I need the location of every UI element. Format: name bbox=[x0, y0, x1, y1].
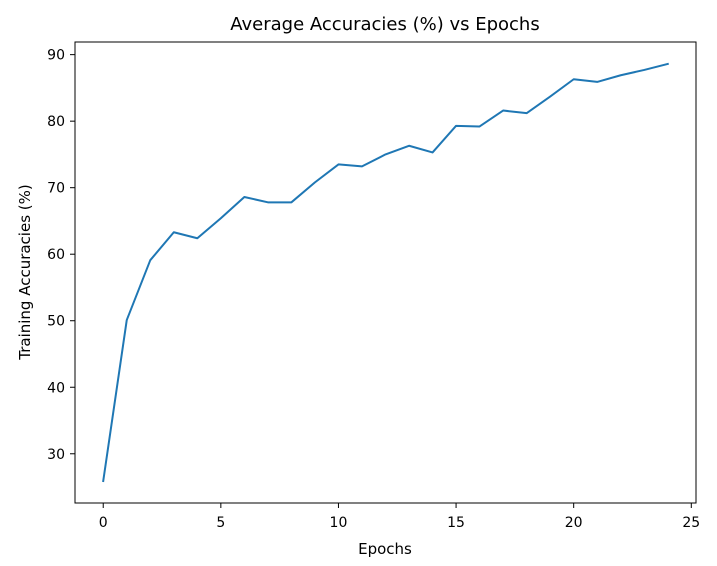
y-tick-label: 30 bbox=[47, 447, 65, 463]
plot-frame bbox=[74, 41, 697, 504]
y-tick-label: 80 bbox=[47, 114, 65, 130]
y-tick-label: 70 bbox=[47, 181, 65, 197]
series-layer bbox=[102, 62, 669, 483]
series-line bbox=[102, 62, 669, 483]
x-axis-label: Epochs bbox=[358, 540, 412, 558]
y-axis-label: Training Accuracies (%) bbox=[16, 184, 34, 361]
x-tick-label: 10 bbox=[330, 515, 348, 531]
x-tick-label: 20 bbox=[565, 515, 583, 531]
x-tick-label: 25 bbox=[682, 515, 700, 531]
x-tick-label: 0 bbox=[99, 515, 108, 531]
y-tick-label: 60 bbox=[47, 247, 65, 263]
x-tick-label: 15 bbox=[447, 515, 465, 531]
chart-title: Average Accuracies (%) vs Epochs bbox=[230, 14, 539, 35]
ticks-layer: 0 5 10 15 20 25 30 40 50 60 70 80 90 bbox=[47, 48, 700, 531]
y-tick-label: 50 bbox=[47, 314, 65, 330]
y-tick-label: 90 bbox=[47, 48, 65, 64]
y-tick-label: 40 bbox=[47, 380, 65, 396]
x-tick-label: 5 bbox=[216, 515, 225, 531]
